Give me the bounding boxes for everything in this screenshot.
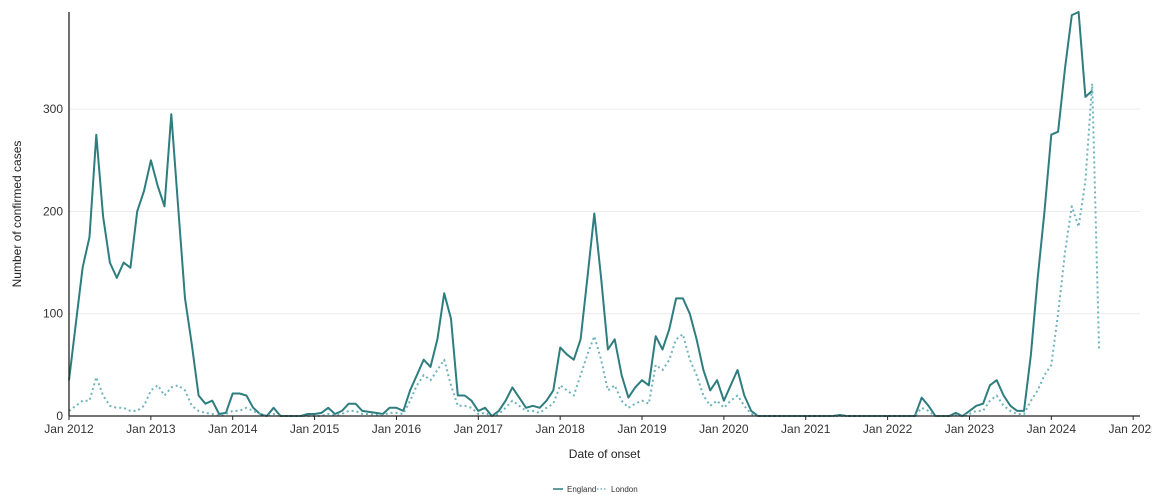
x-tick-label: Jan 2015 [290,422,340,436]
x-tick-label: Jan 2025 [1108,422,1152,436]
y-axis-title: Number of confirmed cases [10,141,24,288]
x-tick-label: Jan 2016 [372,422,422,436]
series-line-london [68,82,1101,417]
y-tick-label: 0 [56,409,63,423]
legend: England London [553,485,638,494]
y-tick-label: 200 [43,204,63,218]
y-tick-label: 300 [43,102,63,116]
series-line-england [68,11,1093,417]
legend-label-england: England [567,485,596,494]
x-tick-label: Jan 2012 [44,422,94,436]
x-tick-label: Jan 2023 [945,422,995,436]
legend-label-london: London [611,485,638,494]
y-tick-label: 100 [43,307,63,321]
x-tick-label: Jan 2017 [454,422,504,436]
x-axis-ticks: Jan 2012 Jan 2013 Jan 2014 Jan 2015 Jan 2016… [44,416,1152,436]
x-tick-label: Jan 2020 [699,422,749,436]
x-tick-label: Jan 2024 [1027,422,1077,436]
x-tick-label: Jan 2018 [535,422,585,436]
y-axis-ticks: 0 100 200 300 [43,102,63,423]
gridlines [69,108,1140,315]
x-tick-label: Jan 2022 [863,422,913,436]
x-tick-label: Jan 2019 [617,422,667,436]
series-layer [68,11,1101,417]
x-tick-label: Jan 2021 [781,422,831,436]
x-tick-label: Jan 2014 [208,422,258,436]
x-tick-label: Jan 2013 [126,422,176,436]
x-axis-title: Date of onset [569,447,641,461]
